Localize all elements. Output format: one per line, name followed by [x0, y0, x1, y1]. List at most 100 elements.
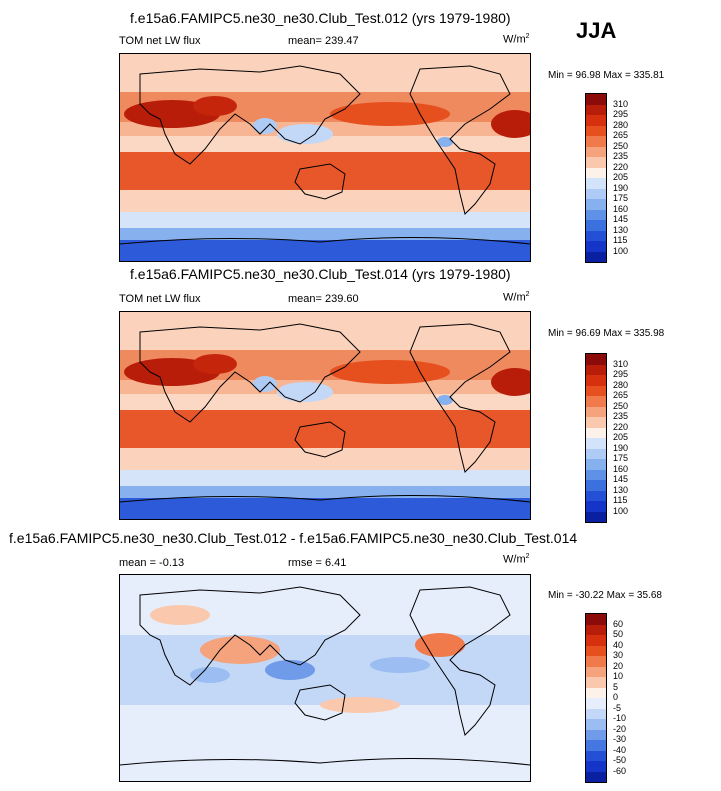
colorbar-tick-label: 145: [613, 214, 629, 224]
colorbar-tick-label: 175: [613, 193, 629, 203]
colorbar-segment: [586, 666, 606, 677]
colorbar-segment: [586, 448, 606, 459]
colorbar-segment: [586, 125, 606, 136]
colorbar-tick-label: 60: [613, 618, 624, 629]
panel2-map: [119, 311, 531, 520]
warm-pool-low: [277, 124, 333, 144]
pos-anomaly-1: [200, 636, 280, 664]
panel2-units: W/m2: [503, 291, 530, 304]
coastline: [139, 586, 361, 686]
colorbar-tick-label: -60: [613, 765, 627, 776]
atlantic-high: [491, 368, 530, 396]
colorbar-segment: [586, 146, 606, 157]
colorbar-tick-label: 100: [613, 245, 629, 256]
panel2-colorbar: 310 295 280 265 250 235 220 205 190 175 160 145 130 1…: [585, 353, 628, 523]
colorbar-segment: [586, 167, 606, 178]
antarctic-band-2: [120, 240, 530, 261]
colorbar-segment: [586, 708, 606, 719]
colorbar-segment: [586, 740, 606, 751]
colorbar-tick-label: 250: [613, 140, 629, 151]
colorbar-tick-label: 175: [613, 453, 629, 463]
pos-anomaly-2: [415, 633, 465, 657]
colorbar-segment: [586, 687, 606, 698]
colorbar-segment: [586, 104, 606, 115]
colorbar-tick-label: 160: [613, 203, 629, 214]
colorbar-tick-label: 145: [613, 474, 629, 484]
colorbar-segment: [586, 635, 606, 646]
colorbar-tick-label: 50: [613, 629, 624, 639]
panel1-mean-label: mean= 239.47: [288, 35, 359, 47]
panel2-mean-label: mean= 239.60: [288, 293, 359, 305]
colorbar-segment: [586, 614, 606, 625]
subtropical-band-s: [120, 152, 530, 190]
colorbar-segment: [586, 178, 606, 189]
antarctic-band-1: [120, 486, 530, 498]
tropical-band: [120, 635, 530, 705]
colorbar-tick-label: -50: [613, 755, 627, 765]
subtropical-band-s: [120, 410, 530, 448]
coastline-americas: [409, 323, 511, 473]
panel2-minmax: Min = 96.69 Max = 335.98: [548, 328, 665, 339]
itcz-band: [120, 136, 530, 152]
colorbar-segment: [586, 364, 606, 375]
colorbar-segment: [586, 469, 606, 480]
antarctic-band-2: [120, 498, 530, 519]
sh-high-lat-band: [120, 212, 530, 228]
colorbar-segment: [586, 157, 606, 168]
colorbar-tick-label: 310: [613, 98, 629, 109]
panel3-minmax: Min = -30.22 Max = 35.68: [548, 590, 662, 601]
panel3-units: W/m2: [503, 553, 530, 566]
panel1-units: W/m2: [503, 33, 530, 46]
india-low: [253, 376, 277, 392]
coastline-australia: [294, 421, 346, 458]
colorbar-tick-label: 220: [613, 161, 629, 172]
neg-anomaly-2: [190, 667, 230, 683]
colorbar-tick-label: 280: [613, 379, 629, 390]
colorbar-segment: [586, 199, 606, 210]
panel2-title: f.e15a6.FAMIPC5.ne30_ne30.Club_Test.014 …: [130, 266, 511, 282]
panel1-colorbar: 310 295 280 265 250 235 220 205 190 175 160 145 130 1…: [585, 93, 628, 263]
nh-high-lat-band: [120, 312, 530, 350]
colorbar-tick-label: 280: [613, 119, 629, 130]
colorbar-tick-label: 0: [613, 692, 619, 702]
colorbar-segment: [586, 761, 606, 772]
colorbar-segment: [586, 209, 606, 220]
colorbar-tick-label: 295: [613, 109, 629, 119]
colorbar-segment: [586, 480, 606, 491]
neg-anomaly-3: [370, 657, 430, 673]
colorbar-tick-label: -30: [613, 734, 627, 744]
colorbar-tick-label: -10: [613, 713, 627, 723]
colorbar-tick-label: 30: [613, 650, 624, 660]
colorbar-segment: [586, 230, 606, 241]
colorbar-segment: [586, 438, 606, 449]
colorbar-segment: [586, 729, 606, 740]
panel3-rmse-label: rmse = 6.41: [288, 557, 347, 569]
neg-anomaly-1: [265, 660, 315, 680]
pacific-high: [330, 102, 450, 126]
colorbar-tick-label: 310: [613, 358, 629, 369]
colorbar-tick-label: 265: [613, 130, 629, 140]
coastline-antarctica: [120, 236, 530, 245]
panel1-minmax: Min = 96.98 Max = 335.81: [548, 70, 665, 81]
colorbar-segment: [586, 511, 606, 522]
colorbar-tick-label: 190: [613, 182, 629, 193]
colorbar-segment: [586, 241, 606, 252]
colorbar-tick-label: 100: [613, 505, 629, 516]
colorbar-segment: [586, 624, 606, 635]
colorbar-segment: [586, 656, 606, 667]
colorbar-segment: [586, 677, 606, 688]
colorbar-tick-label: 235: [613, 151, 629, 161]
itcz-band: [120, 394, 530, 410]
colorbar-tick-label: 235: [613, 411, 629, 421]
coastline-americas: [409, 586, 511, 736]
coastline-australia: [294, 684, 346, 721]
mideast-high: [193, 96, 237, 116]
panel2-variable-label: TOM net LW flux: [119, 293, 201, 305]
colorbar-tick-label: 130: [613, 484, 629, 495]
colorbar-tick-label: 265: [613, 390, 629, 400]
colorbar-tick-label: -5: [613, 702, 622, 713]
colorbar-segment: [586, 698, 606, 709]
nh-high-lat-band: [120, 54, 530, 92]
colorbar-segment: [586, 750, 606, 761]
panel1-variable-label: TOM net LW flux: [119, 35, 201, 47]
